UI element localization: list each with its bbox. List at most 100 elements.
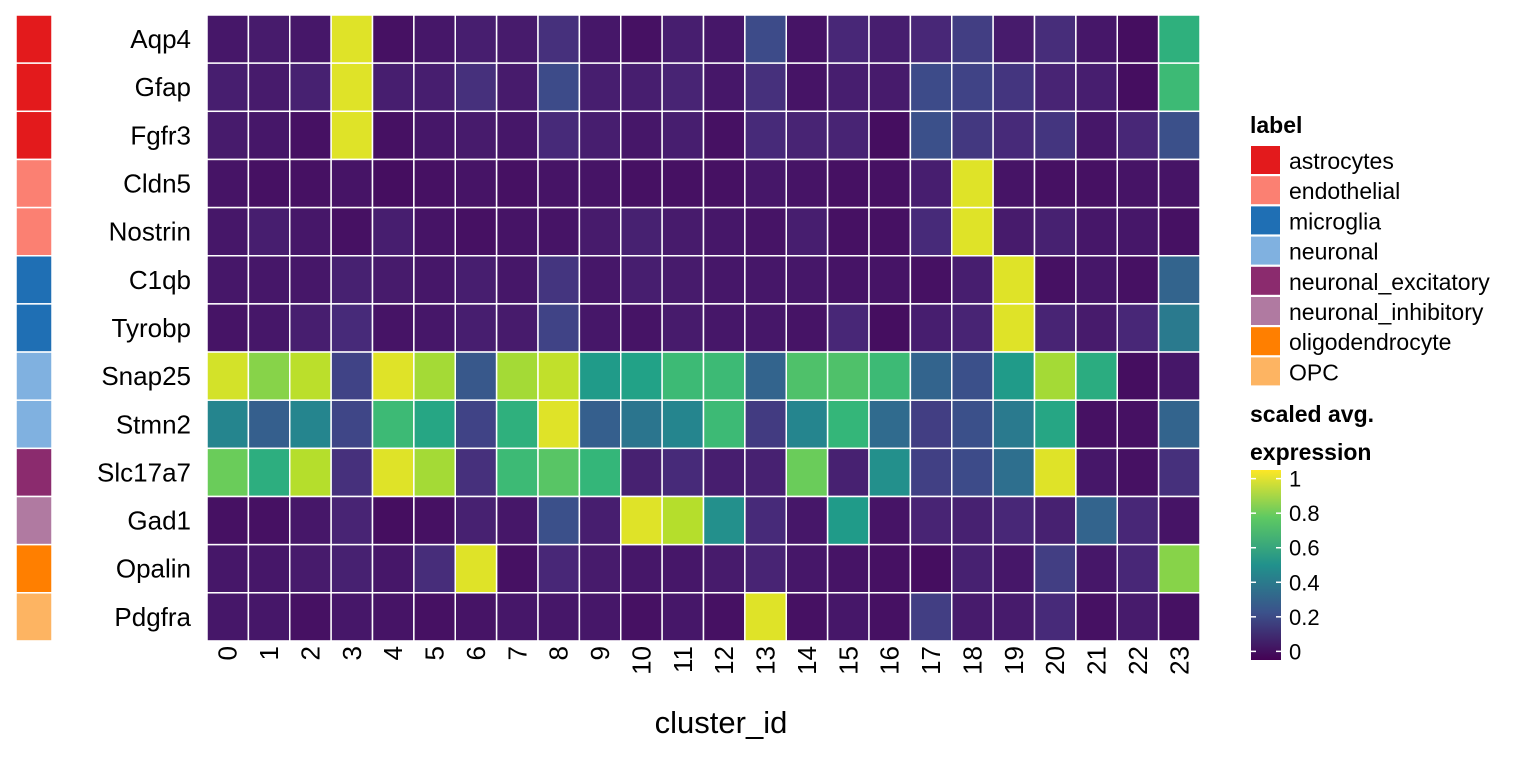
heatmap-cell [495, 206, 539, 257]
heatmap-cell [868, 399, 912, 450]
row-annotation-cell [15, 158, 53, 209]
heatmap-cell [909, 255, 953, 305]
heatmap-cell [247, 543, 291, 594]
heatmap-cell [909, 592, 953, 642]
heatmap-cell [289, 495, 332, 546]
heatmap-cell [702, 399, 746, 450]
heatmap-cell [413, 14, 456, 64]
heatmap-cell [537, 14, 581, 64]
heatmap-cell [826, 14, 870, 64]
legend-swatch [1251, 146, 1280, 174]
heatmap-cell [206, 303, 250, 353]
colorbar-tick-label: 0.8 [1289, 501, 1320, 526]
cluster-label: 1 [254, 646, 284, 660]
heatmap-cell [247, 110, 291, 161]
heatmap-cell [868, 592, 912, 642]
heatmap-cell [909, 351, 953, 401]
heatmap-cell [371, 351, 415, 401]
heatmap-cell [371, 495, 415, 546]
heatmap-cell [495, 14, 539, 64]
heatmap-cell [661, 351, 705, 401]
heatmap-cell [1157, 206, 1201, 257]
heatmap-cell [578, 158, 622, 209]
heatmap-cell [1157, 495, 1201, 546]
heatmap-cell [661, 447, 705, 498]
heatmap-cell [495, 592, 539, 642]
heatmap-cell [1075, 592, 1118, 642]
legend-swatch [1251, 327, 1280, 356]
heatmap-cell [992, 303, 1036, 353]
heatmap-cell [1116, 110, 1160, 161]
cluster-label: 12 [709, 646, 739, 675]
legend-label: neuronal_inhibitory [1289, 299, 1484, 325]
heatmap-cell [744, 62, 787, 113]
heatmap-cell [289, 351, 332, 401]
heatmap-cell [826, 447, 870, 498]
heatmap-cell [868, 447, 912, 498]
heatmap-cell [1033, 255, 1077, 305]
gene-label: Gad1 [127, 506, 191, 536]
heatmap-cell [1116, 14, 1160, 64]
heatmap-cell [413, 255, 456, 305]
heatmap-cell [578, 447, 622, 498]
heatmap-cell [992, 351, 1036, 401]
heatmap-cell [537, 592, 581, 642]
heatmap-cell [330, 592, 374, 642]
heatmap-cell [1075, 399, 1118, 450]
heatmap-cell [909, 543, 953, 594]
heatmap-cell [620, 495, 663, 546]
heatmap-cell [1116, 255, 1160, 305]
heatmap-cell [413, 158, 456, 209]
heatmap-cell [206, 206, 250, 257]
row-annotation-cell [15, 110, 53, 161]
heatmap-cell [330, 399, 374, 450]
heatmap-cell [1157, 351, 1201, 401]
heatmap-cell [247, 62, 291, 113]
heatmap-cell [413, 495, 456, 546]
heatmap-cell [371, 62, 415, 113]
heatmap-cell [1033, 110, 1077, 161]
heatmap-cell [785, 206, 829, 257]
heatmap-cell [620, 110, 663, 161]
heatmap-cell [413, 303, 456, 353]
heatmap-cell [744, 14, 787, 64]
heatmap-cell [537, 158, 581, 209]
heatmap-cell [206, 62, 250, 113]
legend-swatch [1251, 357, 1280, 386]
heatmap-cell [1157, 303, 1201, 353]
heatmap-cell [661, 543, 705, 594]
legend-label: oligodendrocyte [1289, 329, 1451, 355]
heatmap-cell [206, 495, 250, 546]
heatmap-cell [868, 255, 912, 305]
heatmap-cell [951, 14, 994, 64]
heatmap-cell [702, 255, 746, 305]
heatmap-cell [744, 303, 787, 353]
heatmap-cell [785, 447, 829, 498]
cluster-label: 23 [1164, 646, 1194, 675]
heatmap-cell [413, 62, 456, 113]
legend-label: endothelial [1289, 178, 1400, 204]
heatmap-cell [744, 158, 787, 209]
heatmap-cell [785, 351, 829, 401]
heatmap-cell [454, 14, 498, 64]
heatmap-cell [1157, 255, 1201, 305]
heatmap-cell [702, 110, 746, 161]
heatmap-cell [1075, 495, 1118, 546]
cluster-label: 17 [916, 646, 946, 675]
heatmap-cell [247, 14, 291, 64]
gene-label: Gfap [135, 72, 191, 102]
heatmap-cell [330, 543, 374, 594]
heatmap-cell [826, 110, 870, 161]
heatmap-cell [702, 206, 746, 257]
heatmap-cell [206, 399, 250, 450]
heatmap-cell [206, 110, 250, 161]
heatmap-cell [868, 206, 912, 257]
heatmap-cell [413, 592, 456, 642]
gene-label: Stmn2 [116, 409, 191, 439]
gene-label: Pdgfra [114, 602, 191, 632]
heatmap-cell [661, 158, 705, 209]
heatmap-cell [371, 14, 415, 64]
colorbar-gradient [1251, 470, 1281, 660]
heatmap-cell [578, 543, 622, 594]
heatmap-cell [289, 255, 332, 305]
